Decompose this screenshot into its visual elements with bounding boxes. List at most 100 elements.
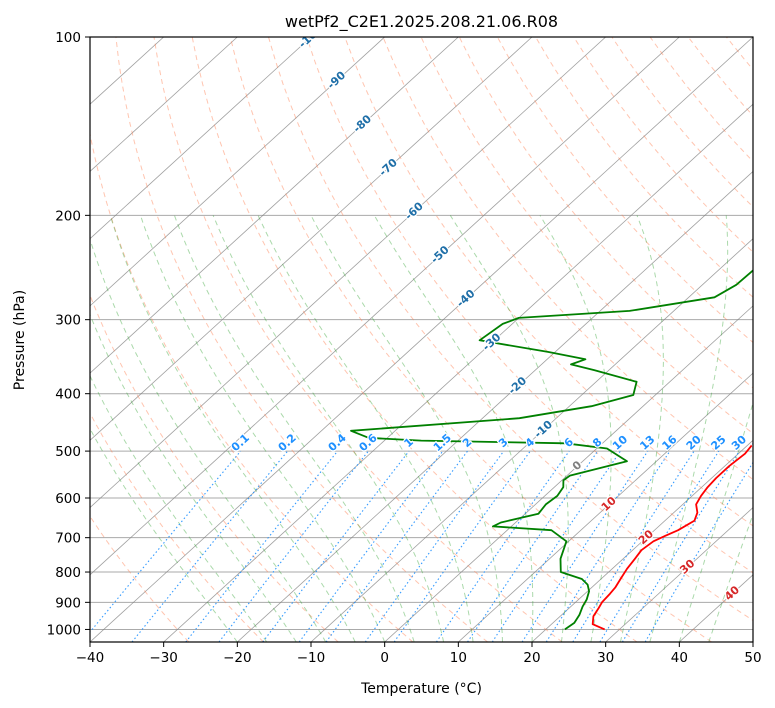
- isotherm-line: [605, 507, 753, 642]
- dry-adiabat: [90, 412, 264, 642]
- isotherm-line: [531, 439, 753, 642]
- dry-adiabat: [90, 131, 414, 642]
- dry-adiabat: [458, 37, 753, 389]
- dry-adiabat: [268, 37, 753, 622]
- dry-adiabat: [344, 37, 753, 527]
- mixing-ratio-line: [90, 450, 242, 633]
- y-tick-label: 600: [55, 491, 81, 507]
- isotherm-line: [237, 170, 753, 642]
- mixing-ratio-label: 13: [637, 433, 657, 453]
- mixing-ratio-line: [131, 450, 289, 642]
- temperature-trace: [591, 440, 753, 631]
- dry-adiabat: [90, 293, 339, 642]
- dry-adiabat: [535, 37, 753, 298]
- mixing-ratio-line: [185, 450, 339, 642]
- isotherm-line: [384, 305, 753, 642]
- isotherm-line: [90, 37, 312, 240]
- moist-adiabat: [310, 215, 503, 642]
- isotherm-line: [163, 103, 753, 642]
- mixing-ratio-label: 25: [708, 433, 728, 453]
- dry-adiabat: [191, 37, 638, 642]
- chart-title: wetPf2_C2E1.2025.208.21.06.R08: [285, 12, 558, 32]
- x-tick-label: 30: [597, 650, 614, 666]
- moist-adiabat: [649, 215, 729, 642]
- moist-adiabat: [449, 215, 569, 642]
- y-tick-label: 1000: [47, 622, 81, 638]
- mixing-ratio-line: [262, 450, 410, 642]
- mixing-ratio-label: 30: [729, 433, 749, 453]
- isotherm-line: [90, 37, 606, 509]
- moist-adiabat: [539, 215, 612, 642]
- dry-adiabat: [306, 37, 753, 574]
- mixing-ratio-label: 16: [660, 433, 680, 453]
- isotherm-line: [752, 641, 753, 642]
- moist-adiabat: [90, 374, 268, 642]
- moist-adiabat: [90, 313, 297, 642]
- moist-adiabat: [373, 215, 534, 642]
- dry-adiabat: [765, 37, 775, 642]
- x-tick-label: −40: [76, 650, 105, 666]
- mixing-ratio-label: 1: [401, 435, 415, 450]
- y-tick-label: 200: [55, 208, 81, 224]
- y-tick-label: 800: [55, 565, 81, 581]
- mixing-ratio-line: [621, 450, 740, 642]
- x-tick-label: 20: [523, 650, 540, 666]
- mixing-ratio-line: [572, 450, 695, 642]
- mixing-ratio-line: [491, 450, 621, 642]
- mixing-ratio-line: [644, 461, 753, 642]
- dry-adiabat: [90, 515, 190, 642]
- moist-adiabat: [140, 215, 386, 642]
- dry-adiabat: [229, 37, 712, 642]
- y-axis-title: Pressure (hPa): [12, 290, 28, 390]
- dry-adiabat: [687, 37, 753, 117]
- isotherm-line: [90, 37, 753, 642]
- isotherm-line: [90, 37, 385, 307]
- mixing-ratio-line: [435, 450, 570, 642]
- x-tick-label: −10: [297, 650, 326, 666]
- mixing-ratio-label: 6: [562, 435, 577, 450]
- moist-adiabat: [90, 237, 327, 642]
- mixing-ratio-label: 20: [684, 433, 704, 453]
- mixing-ratio-line: [599, 450, 720, 642]
- y-tick-label: 100: [55, 30, 81, 46]
- isotherm-line: [458, 372, 753, 642]
- mixing-ratio-line: [364, 450, 505, 642]
- moist-adiabat: [708, 513, 753, 642]
- moist-adiabat: [109, 215, 356, 642]
- mixing-ratio-line: [298, 450, 444, 642]
- dry-adiabat: [496, 37, 753, 344]
- x-tick-label: 50: [744, 650, 761, 666]
- mixing-ratio-label: 10: [610, 433, 630, 453]
- moist-adiabat: [90, 427, 238, 642]
- moist-adiabat: [678, 401, 753, 642]
- moist-adiabat: [257, 215, 474, 642]
- mixing-ratio-line: [218, 450, 369, 642]
- moist-adiabat: [212, 215, 445, 642]
- y-tick-label: 400: [55, 387, 81, 403]
- dry-adiabat: [649, 37, 753, 163]
- dry-adiabat: [153, 37, 563, 642]
- y-tick-label: 300: [55, 313, 81, 329]
- y-tick-label: 900: [55, 595, 81, 611]
- x-tick-label: 40: [671, 650, 688, 666]
- mixing-ratio-line: [467, 450, 599, 642]
- mixing-ratio-label: 36: [750, 433, 770, 453]
- dry-adiabat: [726, 37, 753, 71]
- dewpoint-trace: [350, 269, 753, 631]
- mixing-ratio-label: 3: [496, 435, 510, 450]
- mixing-ratio-line: [521, 450, 649, 642]
- isotherm-line: [310, 238, 753, 642]
- moist-adiabat: [619, 215, 664, 642]
- isotherm-line: [90, 37, 533, 441]
- moist-adiabat: [173, 215, 415, 642]
- y-tick-label: 700: [55, 531, 81, 547]
- x-axis-title: Temperature (°C): [360, 681, 482, 697]
- mixing-ratio-line: [393, 450, 531, 642]
- y-tick-label: 500: [55, 444, 81, 460]
- mixing-ratio-line: [545, 450, 671, 642]
- dry-adiabat: [115, 37, 488, 642]
- x-tick-label: 10: [450, 650, 467, 666]
- isotherm-line: [90, 37, 459, 374]
- x-tick-label: 0: [380, 650, 389, 666]
